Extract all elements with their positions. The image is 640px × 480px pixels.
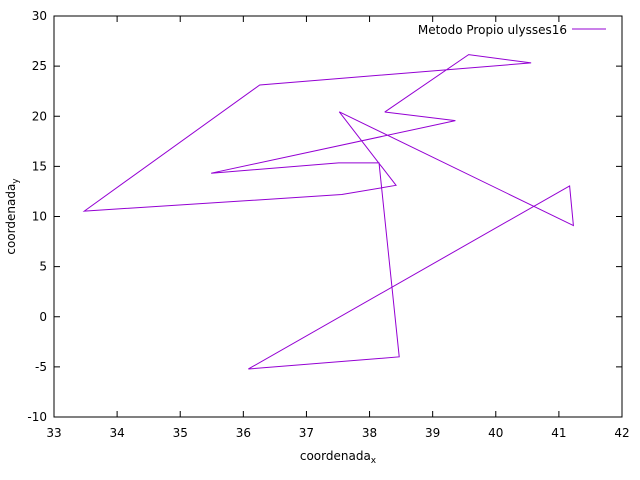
y-axis-label: coordenaday: [4, 178, 21, 255]
x-tick-label: 40: [488, 426, 503, 440]
x-tick-label: 35: [173, 426, 188, 440]
series-line-0: [82, 54, 574, 370]
y-tick-label: 15: [32, 159, 47, 173]
x-tick-label: 33: [46, 426, 61, 440]
x-tick-label: 39: [425, 426, 440, 440]
y-tick-label: 5: [39, 260, 47, 274]
legend-label: Metodo Propio ulysses16: [418, 23, 567, 37]
x-tick-label: 34: [109, 426, 124, 440]
x-tick-label: 41: [551, 426, 566, 440]
legend: Metodo Propio ulysses16: [418, 23, 606, 37]
y-tick-label: 30: [32, 9, 47, 23]
x-axis-label: coordenadax: [300, 449, 377, 466]
axis-ticks: 33 34 35 36 37 38 39 40 41 42 -10 -5 0 5 10 15 20 25 30: [27, 9, 629, 440]
y-tick-label: 20: [32, 109, 47, 123]
y-tick-label: -5: [35, 360, 47, 374]
y-tick-label: 0: [39, 310, 47, 324]
x-tick-label: 36: [236, 426, 251, 440]
x-tick-label: 38: [362, 426, 377, 440]
x-tick-label: 37: [299, 426, 314, 440]
y-tick-label: 25: [32, 59, 47, 73]
y-tick-label: -10: [27, 410, 47, 424]
axis-labels: coordenadax coordenaday: [4, 178, 377, 466]
series-layer: [82, 54, 574, 370]
x-tick-label: 42: [614, 426, 629, 440]
plot-frame: [53, 15, 623, 418]
y-tick-label: 10: [32, 210, 47, 224]
